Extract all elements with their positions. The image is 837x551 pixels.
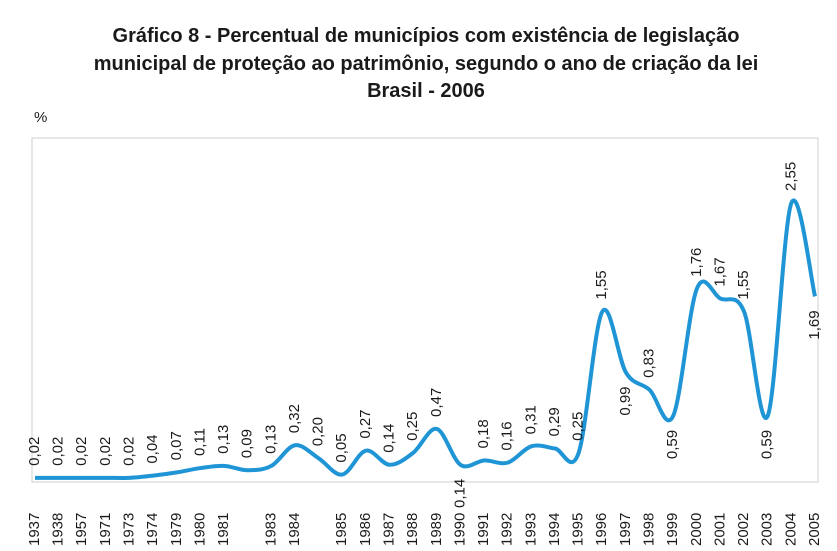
data-label: 0,14: [381, 424, 398, 453]
data-label: 0,59: [664, 430, 681, 459]
data-label: 0,02: [26, 437, 43, 466]
data-label: 0,32: [286, 404, 303, 433]
data-label: 0,31: [522, 405, 539, 434]
data-label: 0,04: [144, 434, 161, 463]
data-label: 2,55: [782, 162, 799, 191]
data-label: 0,13: [262, 425, 279, 454]
data-label: 1,69: [806, 310, 823, 339]
data-label: 0,05: [333, 433, 350, 462]
x-tick-label: 1993: [522, 513, 539, 546]
x-tick-label: 1987: [381, 513, 398, 546]
x-tick-label: 2005: [806, 513, 823, 546]
x-tick-label: 1984: [286, 513, 303, 546]
line: [35, 198, 817, 480]
x-tick-label: 1988: [404, 513, 421, 546]
data-label: 0,18: [475, 419, 492, 448]
x-tick-label: 1957: [73, 513, 90, 546]
x-tick-label: 2001: [711, 513, 728, 546]
x-tick-label: 2002: [735, 513, 752, 546]
data-label: 0,02: [97, 437, 114, 466]
data-label: 0,29: [546, 407, 563, 436]
data-label: 1,76: [688, 248, 705, 277]
data-label: 0,11: [191, 428, 208, 456]
x-tick-label: 2004: [782, 513, 799, 546]
data-label: 0,02: [121, 437, 138, 466]
data-label: 0,20: [310, 417, 327, 446]
x-tick-label: 1980: [191, 513, 208, 546]
chart-subtitle: Brasil - 2006: [367, 80, 485, 102]
data-label: 0,14: [451, 479, 468, 508]
x-tick-label: 1991: [475, 513, 492, 546]
data-label: 0,02: [73, 437, 90, 466]
data-label: 0,99: [617, 386, 634, 415]
x-tick-label: 1938: [50, 513, 67, 546]
data-label: 0,25: [404, 412, 421, 441]
plot-area: [31, 137, 819, 483]
x-tick-label: 1981: [215, 513, 232, 546]
data-label: 0,27: [357, 409, 374, 438]
chart-subtitle: municipal de proteção ao patrimônio, seg…: [94, 53, 759, 75]
x-tick-label: 2000: [688, 513, 705, 546]
x-tick-label: 1990: [451, 513, 468, 546]
x-tick-label: 1974: [144, 513, 161, 546]
x-tick-label: 1995: [570, 513, 587, 546]
data-label: 1,55: [593, 270, 610, 299]
data-label: 0,09: [239, 429, 256, 458]
x-tick-label: 1971: [97, 513, 114, 546]
data-label: 1,55: [735, 270, 752, 299]
x-tick-label: 1998: [641, 513, 658, 546]
data-label: 0,47: [428, 388, 445, 417]
data-label: 0,16: [499, 421, 516, 450]
x-tick-label: 1989: [428, 513, 445, 546]
x-tick-label: 1999: [664, 513, 681, 546]
x-tick-label: 2003: [759, 513, 776, 546]
x-tick-label: 1996: [593, 513, 610, 546]
x-tick-label: 1937: [26, 513, 43, 546]
data-label: 0,07: [168, 431, 185, 460]
data-label: 0,25: [570, 412, 587, 441]
data-label: 0,13: [215, 425, 232, 454]
x-tick-label: 1986: [357, 513, 374, 546]
x-tick-label: 1973: [121, 513, 138, 546]
y-axis-label: %: [34, 109, 47, 126]
data-label: 0,83: [641, 349, 658, 378]
x-tick-label: 1994: [546, 513, 563, 546]
data-label: 1,67: [711, 257, 728, 286]
x-tick-label: 1997: [617, 513, 634, 546]
chart-title: Gráfico 8 - Percentual de municípios com…: [113, 25, 740, 47]
data-label: 0,59: [759, 430, 776, 459]
x-tick-label: 1983: [262, 513, 279, 546]
x-tick-label: 1979: [168, 513, 185, 546]
x-tick-label: 1992: [499, 513, 516, 546]
x-tick-label: 1985: [333, 513, 350, 546]
data-label: 0,02: [50, 437, 67, 466]
